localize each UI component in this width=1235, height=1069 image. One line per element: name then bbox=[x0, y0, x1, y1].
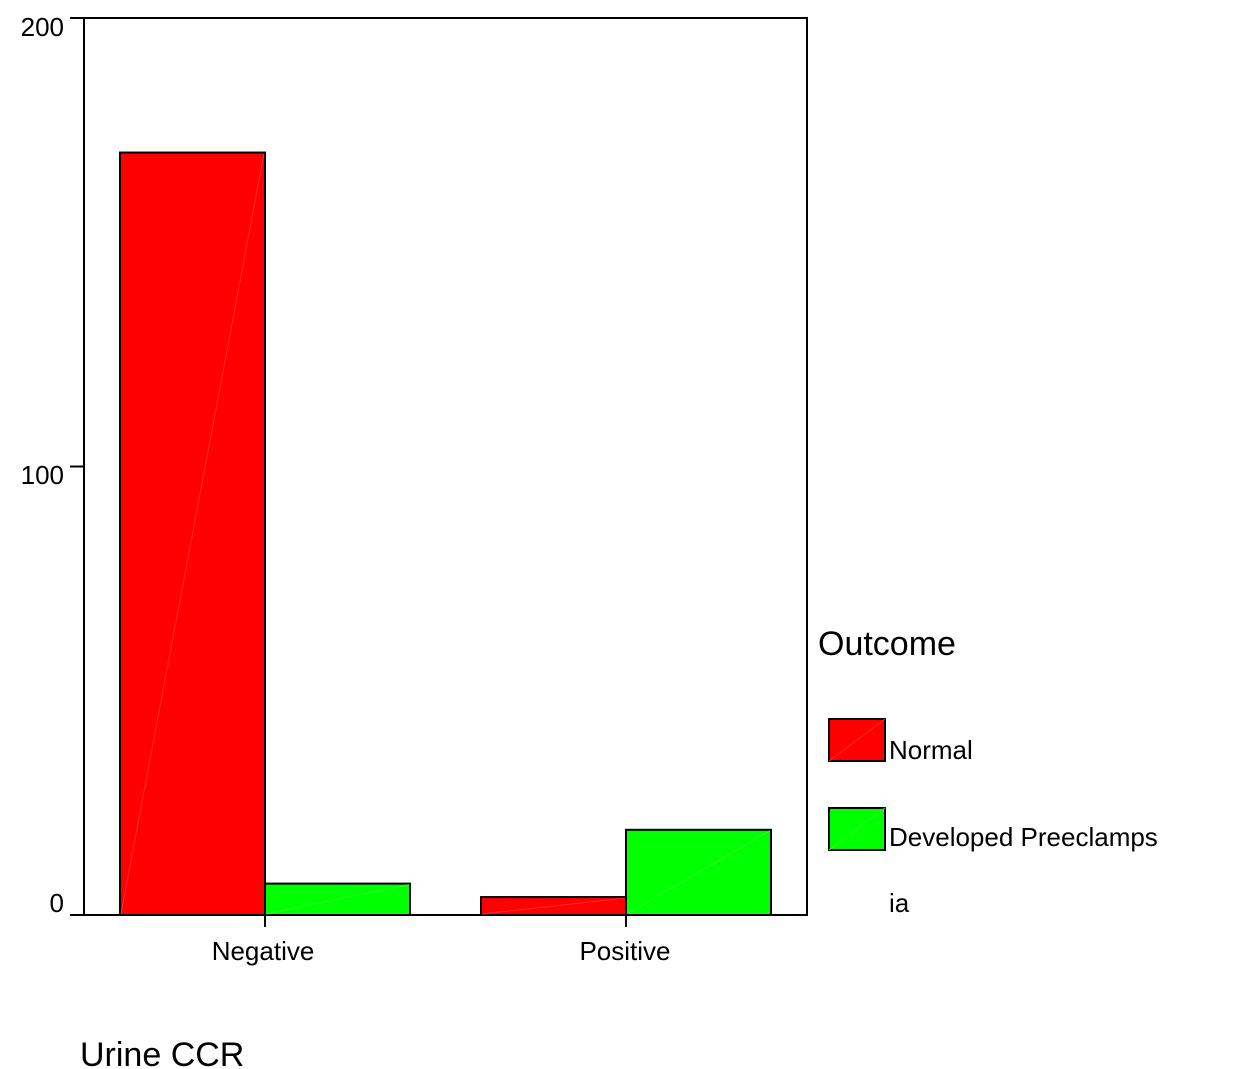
y-axis: 200 100 0 bbox=[21, 12, 84, 918]
legend-swatch-shade bbox=[828, 807, 886, 851]
x-tick-label: Positive bbox=[579, 936, 670, 966]
x-tick-label: Negative bbox=[212, 936, 315, 966]
x-axis-title: Urine CCR bbox=[80, 1036, 244, 1069]
bar-group bbox=[119, 151, 772, 917]
y-tick-label: 200 bbox=[21, 12, 64, 42]
legend-label: Normal bbox=[889, 735, 973, 765]
legend-entry-developed-preeclampsia: Developed Preeclamps ia bbox=[828, 807, 1158, 918]
bar-negative-developed-preeclampsia bbox=[264, 882, 411, 916]
bar-shade-line bbox=[265, 884, 410, 915]
bar-shade-line bbox=[120, 153, 265, 915]
legend-label: ia bbox=[889, 888, 910, 918]
legend-swatch-shade bbox=[828, 718, 886, 762]
legend-label: Developed Preeclamps bbox=[889, 822, 1158, 852]
y-tick-label: 0 bbox=[50, 888, 64, 918]
legend-entry-normal: Normal bbox=[828, 718, 973, 765]
y-tick-label: 100 bbox=[21, 460, 64, 490]
bar-shade-line bbox=[481, 897, 626, 915]
legend: Outcome Normal Developed Preeclamps ia bbox=[818, 625, 1158, 918]
x-axis: Negative Positive bbox=[212, 915, 671, 966]
bar-shade-line bbox=[626, 830, 771, 915]
legend-title: Outcome bbox=[818, 625, 956, 663]
